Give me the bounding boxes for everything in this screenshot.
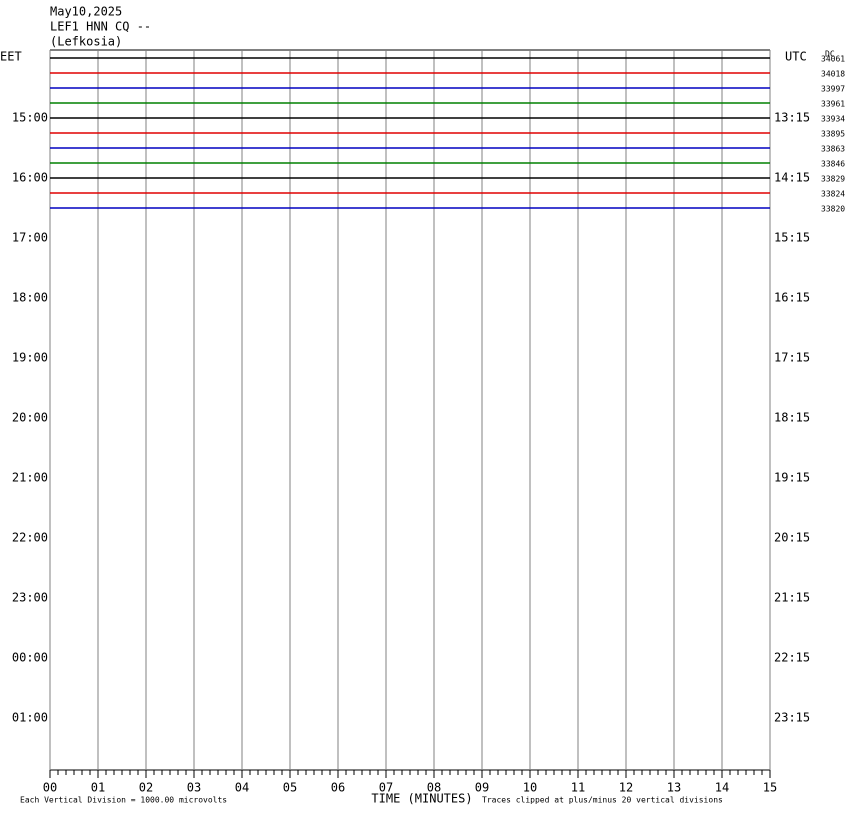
eet-label: 18:00 xyxy=(12,291,48,305)
x-tick-label: 07 xyxy=(379,781,393,795)
left-axis-label: EET xyxy=(0,50,22,64)
dc-value: 34061 xyxy=(821,55,845,64)
title-date: May10,2025 xyxy=(50,5,122,19)
utc-label: 23:15 xyxy=(774,711,810,725)
dc-value: 33829 xyxy=(821,175,845,184)
utc-label: 13:15 xyxy=(774,111,810,125)
utc-label: 22:15 xyxy=(774,651,810,665)
x-tick-label: 01 xyxy=(91,781,105,795)
eet-label: 15:00 xyxy=(12,111,48,125)
right-axis-label: UTC xyxy=(785,50,807,64)
dc-value: 33934 xyxy=(821,115,845,124)
dc-value: 33895 xyxy=(821,130,845,139)
eet-label: 01:00 xyxy=(12,711,48,725)
x-tick-label: 12 xyxy=(619,781,633,795)
dc-value: 33961 xyxy=(821,100,845,109)
x-tick-label: 11 xyxy=(571,781,585,795)
title-location: (Lefkosia) xyxy=(50,35,122,49)
dc-value: 33824 xyxy=(821,190,845,199)
eet-label: 23:00 xyxy=(12,591,48,605)
dc-value: 33863 xyxy=(821,145,845,154)
x-tick-label: 05 xyxy=(283,781,297,795)
x-tick-label: 14 xyxy=(715,781,729,795)
x-tick-label: 04 xyxy=(235,781,249,795)
utc-label: 18:15 xyxy=(774,411,810,425)
x-tick-label: 10 xyxy=(523,781,537,795)
utc-label: 20:15 xyxy=(774,531,810,545)
eet-label: 19:00 xyxy=(12,351,48,365)
title-station: LEF1 HNN CQ -- xyxy=(50,20,151,34)
eet-label: 21:00 xyxy=(12,471,48,485)
eet-label: 16:00 xyxy=(12,171,48,185)
eet-label: 22:00 xyxy=(12,531,48,545)
scale-note: Each Vertical Division = 1000.00 microvo… xyxy=(20,796,227,805)
utc-label: 21:15 xyxy=(774,591,810,605)
eet-label: 20:00 xyxy=(12,411,48,425)
x-tick-label: 06 xyxy=(331,781,345,795)
x-tick-label: 15 xyxy=(763,781,777,795)
x-tick-label: 00 xyxy=(43,781,57,795)
eet-label: 17:00 xyxy=(12,231,48,245)
dc-value: 33820 xyxy=(821,205,845,214)
utc-label: 17:15 xyxy=(774,351,810,365)
dc-value: 33846 xyxy=(821,160,845,169)
dc-header: DC xyxy=(825,50,835,59)
x-tick-label: 02 xyxy=(139,781,153,795)
utc-label: 14:15 xyxy=(774,171,810,185)
clip-note: Traces clipped at plus/minus 20 vertical… xyxy=(482,796,723,805)
eet-label: 00:00 xyxy=(12,651,48,665)
x-tick-label: 03 xyxy=(187,781,201,795)
x-tick-label: 13 xyxy=(667,781,681,795)
dc-value: 34018 xyxy=(821,70,845,79)
x-tick-label: 08 xyxy=(427,781,441,795)
utc-label: 19:15 xyxy=(774,471,810,485)
dc-value: 33997 xyxy=(821,85,845,94)
utc-label: 15:15 xyxy=(774,231,810,245)
utc-label: 16:15 xyxy=(774,291,810,305)
x-axis-label: TIME (MINUTES) xyxy=(371,792,472,806)
x-tick-label: 09 xyxy=(475,781,489,795)
